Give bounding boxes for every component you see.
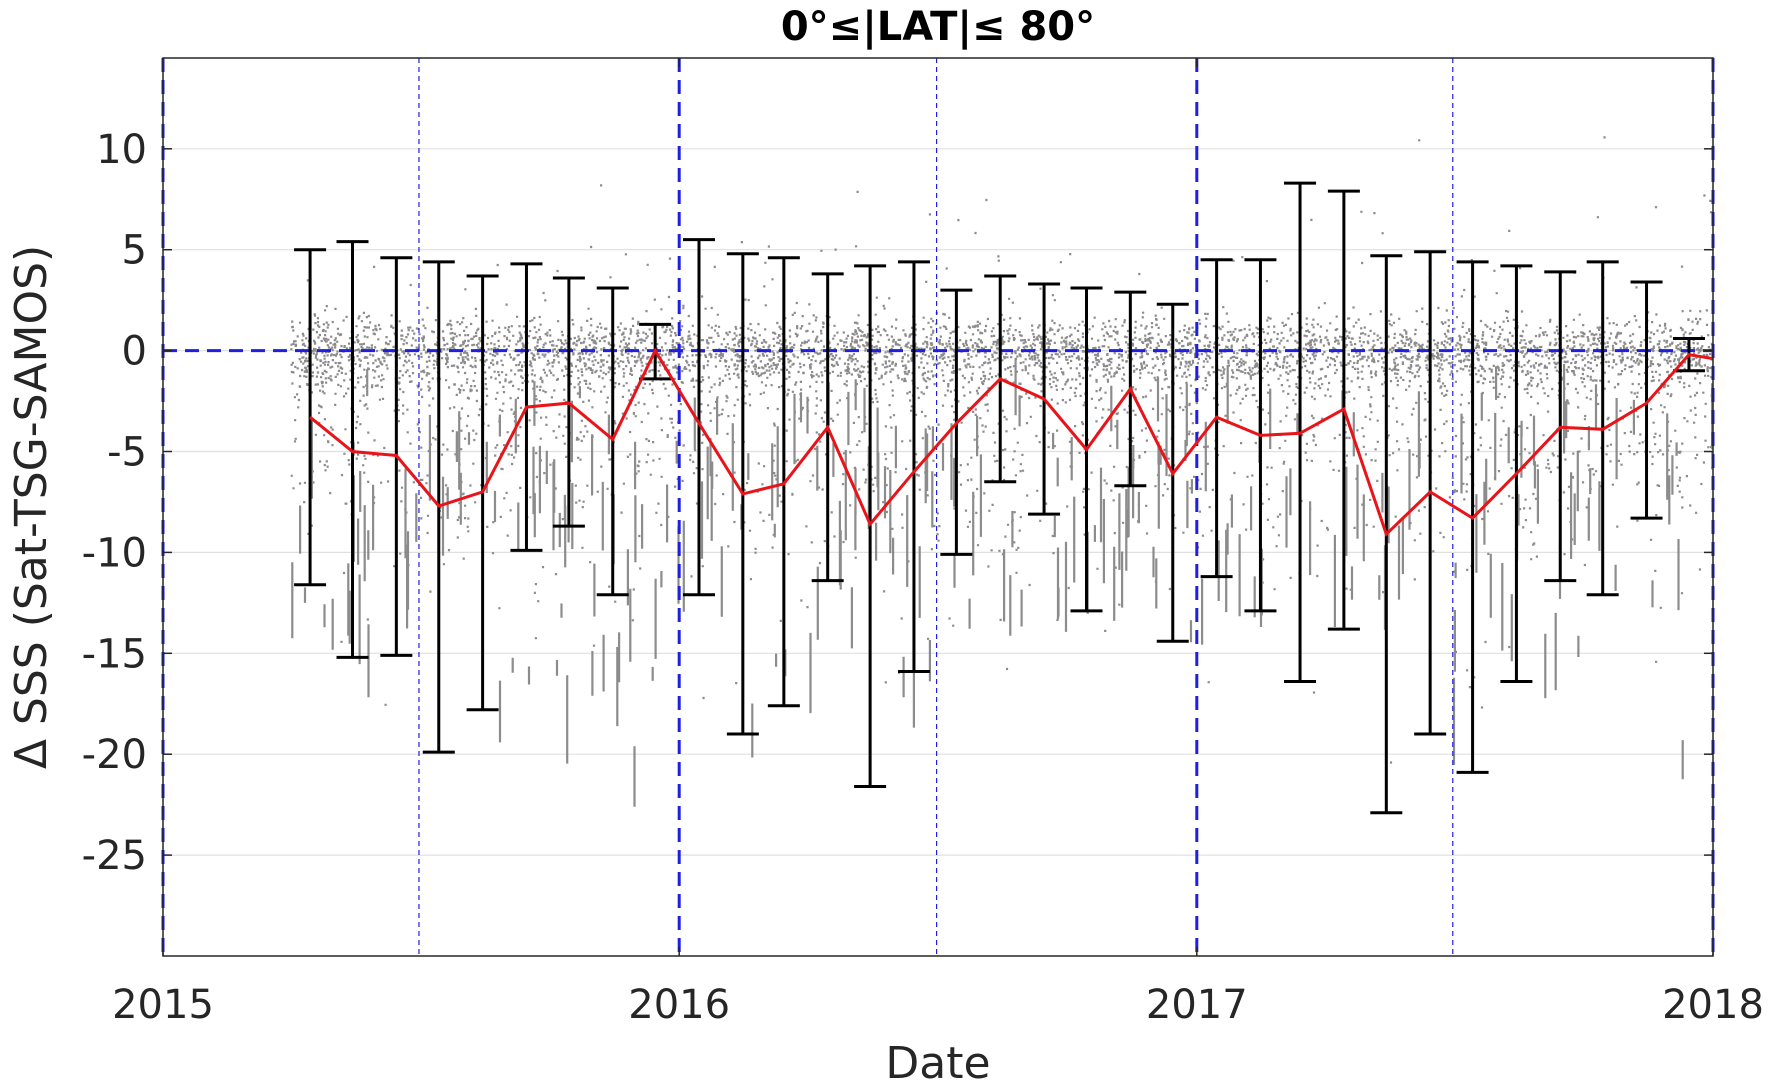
y-tick-label: -25 bbox=[82, 833, 147, 879]
x-tick-label: 2015 bbox=[112, 982, 214, 1028]
y-tick-label: -10 bbox=[82, 530, 147, 576]
y-tick-label: 5 bbox=[122, 228, 147, 274]
x-axis-ticks: 2015 2016 2017 2018 bbox=[112, 58, 1764, 1028]
y-axis-label: Δ SSS (Sat-TSG-SAMOS) bbox=[6, 245, 57, 769]
x-axis-label: Date bbox=[885, 1038, 990, 1087]
y-axis-ticks: 10 5 0 -5 -10 -15 -20 -25 bbox=[82, 127, 1713, 879]
y-tick-label: -20 bbox=[82, 732, 147, 778]
chart-title: 0°≤|LAT|≤ 80° bbox=[781, 4, 1095, 51]
x-tick-label: 2017 bbox=[1146, 982, 1248, 1028]
y-tick-label: 10 bbox=[96, 127, 147, 173]
x-tick-label: 2018 bbox=[1662, 982, 1764, 1028]
y-tick-label: 0 bbox=[122, 329, 147, 375]
mean-line-group bbox=[309, 347, 1714, 537]
y-tick-label: -15 bbox=[82, 631, 147, 677]
x-tick-label: 2016 bbox=[628, 982, 730, 1028]
plot-frame bbox=[162, 57, 1714, 957]
y-tick-label: -5 bbox=[107, 430, 147, 476]
mean-line bbox=[309, 347, 1714, 537]
